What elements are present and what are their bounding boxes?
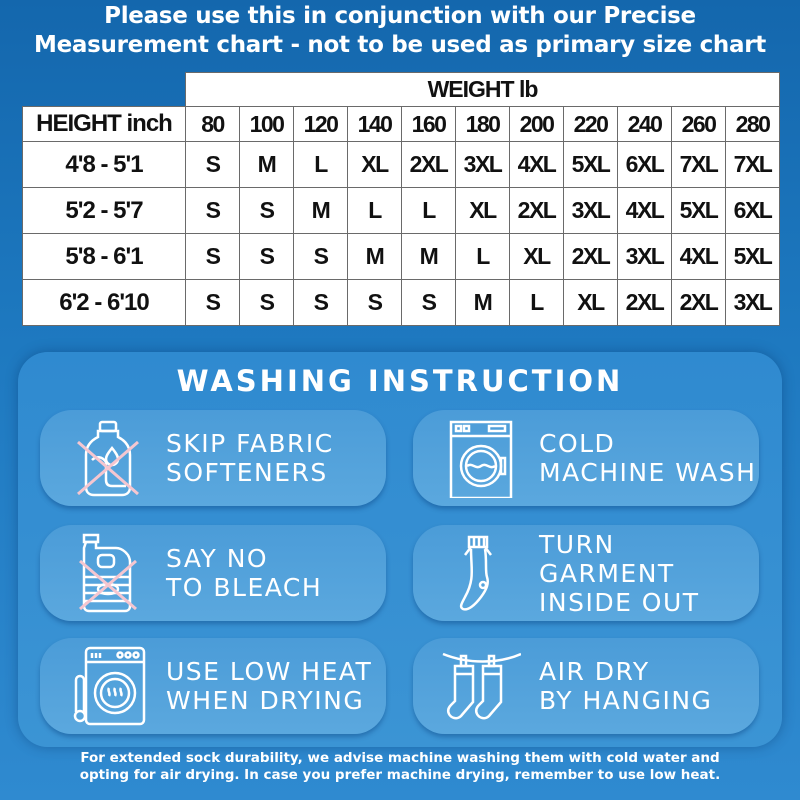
header-title: Please use this in conjunction with our … [34,3,766,58]
size-cell: S [239,187,294,234]
size-cell: S [239,233,294,280]
weight-cell: 220 [563,106,618,142]
table-corner [23,73,186,107]
height-cell: 5'2 - 5'7 [22,187,186,234]
size-cell: S [293,233,348,280]
weight-cell: 80 [185,106,240,142]
size-cell: 2XL [401,141,456,188]
size-chart-table: WEIGHT lb HEIGHT inch 80 100 120 140 160 180 200… [22,72,780,326]
size-cell: S [185,187,240,234]
size-cell: 6XL [725,187,780,234]
weight-cell: 180 [455,106,510,142]
no-softener-icon [77,420,139,497]
hanging-socks-icon [442,652,521,720]
card-no-bleach: SAY NO TO BLEACH [40,525,386,621]
card-air-dry: AIR DRY BY HANGING [413,638,759,734]
size-cell: M [455,279,510,326]
size-cell: S [185,279,240,326]
size-cell: XL [455,187,510,234]
size-cell: 3XL [617,233,672,280]
table-row: 4'8 - 5'1 S M L XL 2XL 3XL 4XL 5XL 6XL 7XL 7XL [22,141,780,188]
table-row: 5'2 - 5'7 S S M L L XL 2XL 3XL 4XL 5XL 6XL [22,187,780,234]
size-cell: XL [509,233,564,280]
size-cell: L [401,187,456,234]
height-header: HEIGHT inch [22,106,186,142]
height-cell: 5'8 - 6'1 [22,233,186,280]
weight-cell: 260 [671,106,726,142]
table-row: 6'2 - 6'10 S S S S S M L XL 2XL 2XL 3XL [22,279,780,326]
size-cell: M [293,187,348,234]
size-cell: XL [563,279,618,326]
size-cell: 3XL [563,187,618,234]
weight-cell: 240 [617,106,672,142]
weights-row: HEIGHT inch 80 100 120 140 160 180 200 220 240 260… [22,106,780,142]
no-bleach-icon [79,533,137,613]
sock-inside-out-icon [459,535,492,611]
size-cell: 7XL [671,141,726,188]
size-cell: 2XL [617,279,672,326]
size-cell: 6XL [617,141,672,188]
table-row: 5'8 - 6'1 S S S M M L XL 2XL 3XL 4XL 5XL [22,233,780,280]
size-cell: XL [347,141,402,188]
size-cell: M [347,233,402,280]
weight-cell: 120 [293,106,348,142]
size-cell: M [239,141,294,188]
card-inside-out: TURN GARMENT INSIDE OUT [413,525,759,621]
size-cell: S [293,279,348,326]
size-cell: L [347,187,402,234]
weight-cell: 140 [347,106,402,142]
size-cell: M [401,233,456,280]
washing-machine-icon [449,420,513,498]
size-cell: 3XL [455,141,510,188]
height-cell: 6'2 - 6'10 [22,279,186,326]
size-cell: S [239,279,294,326]
size-cell: 2XL [563,233,618,280]
size-cell: S [185,141,240,188]
size-cell: L [455,233,510,280]
size-cell: S [401,279,456,326]
dryer-low-heat-icon [73,646,146,726]
weight-cell: 160 [401,106,456,142]
footer-note: For extended sock durability, we advise … [79,750,721,783]
size-cell: 4XL [617,187,672,234]
size-cell: 5XL [671,187,726,234]
size-cell: 5XL [725,233,780,280]
weight-cell: 200 [509,106,564,142]
height-cell: 4'8 - 5'1 [22,141,186,188]
size-cell: 3XL [725,279,780,326]
size-cell: 4XL [671,233,726,280]
size-cell: 2XL [671,279,726,326]
size-cell: S [185,233,240,280]
weight-header: WEIGHT lb [185,72,780,107]
weight-cell: 100 [239,106,294,142]
card-skip-softeners: SKIP FABRIC SOFTENERS [40,410,386,506]
card-low-heat: USE LOW HEAT WHEN DRYING [40,638,386,734]
size-cell: S [347,279,402,326]
size-cell: L [509,279,564,326]
card-cold-wash: COLD MACHINE WASH [413,410,759,506]
washing-title: WASHING INSTRUCTION [176,364,624,398]
size-cell: 2XL [509,187,564,234]
size-cell: 5XL [563,141,618,188]
weight-cell: 280 [725,106,780,142]
table-header-row: WEIGHT lb [23,72,780,107]
size-cell: L [293,141,348,188]
size-cell: 4XL [509,141,564,188]
size-cell: 7XL [725,141,780,188]
